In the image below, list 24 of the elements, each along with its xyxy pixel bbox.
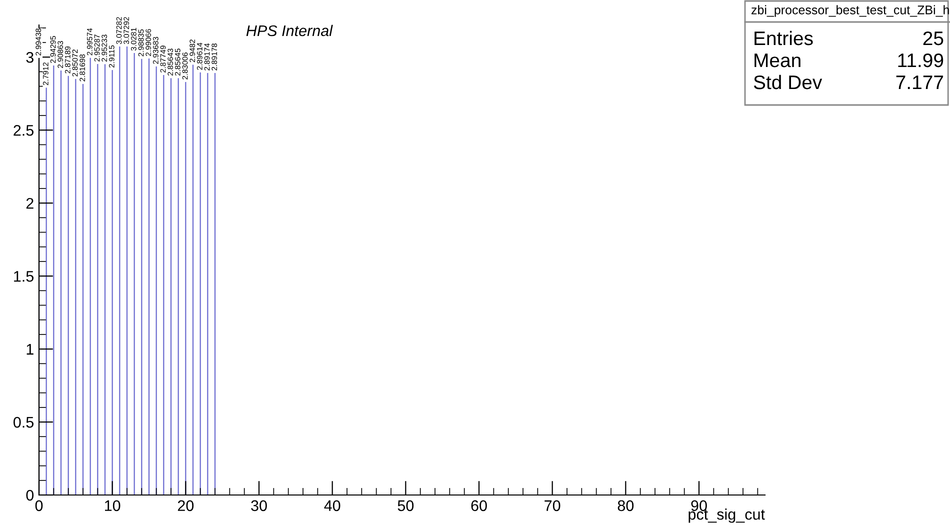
text: 25	[923, 31, 944, 46]
annotation: Std Dev	[754, 74, 822, 90]
x-tick-label: 30	[251, 500, 267, 512]
y-tick-label: 0.5	[14, 416, 34, 428]
text: 7.177	[896, 76, 944, 90]
text: zbi_processor_best_test_cut_ZBi_h	[752, 5, 949, 17]
y-tick-label: 0	[26, 490, 34, 501]
x-tick-label: 80	[618, 500, 634, 512]
x-tick-label: 0	[35, 500, 43, 512]
y-tick-label: 2	[26, 198, 34, 209]
annotation: Entries	[754, 30, 813, 46]
x-tick-label: 40	[324, 500, 340, 512]
y-tick-label: 3	[26, 52, 34, 63]
text: 11.99	[898, 53, 944, 68]
x-tick-label: 60	[471, 500, 487, 512]
x-tick-label: 70	[544, 500, 560, 512]
x-tick-label: 50	[398, 500, 414, 512]
y-tick-label: 2.5	[14, 124, 34, 136]
annotation: Mean	[754, 54, 800, 68]
annotation: HPS Internal	[246, 24, 333, 36]
x-tick-label: 20	[178, 500, 194, 512]
x-tick-label: 10	[105, 500, 120, 512]
y-tick-label: 1	[26, 344, 34, 355]
y-tick-label: 1.5	[14, 271, 34, 282]
